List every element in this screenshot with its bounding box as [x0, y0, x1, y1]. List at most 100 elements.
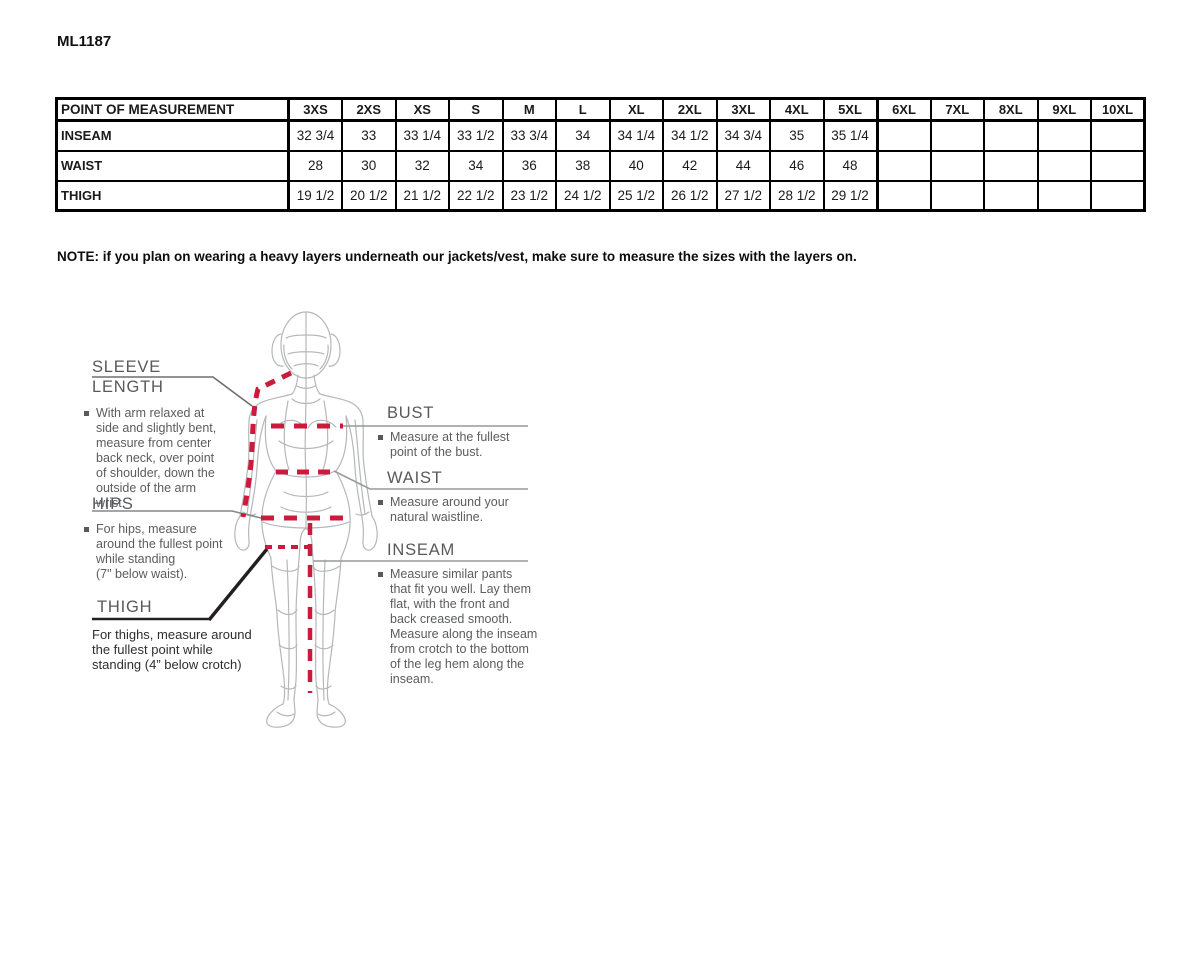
- measurement-cell: 46: [769, 149, 825, 182]
- measurement-dash-lines: [240, 370, 348, 693]
- measurement-cell: 25 1/2: [608, 179, 664, 212]
- inseam-text: Measure similar pants that fit you well.…: [390, 567, 538, 686]
- measurement-cell: 33: [341, 119, 397, 152]
- size-column-header: 4XL: [769, 97, 825, 122]
- hips-body: For hips, measure around the fullest poi…: [84, 522, 244, 582]
- sleeve-leader-line: [92, 376, 253, 407]
- sleeve-length-body: With arm relaxed at side and slightly be…: [84, 406, 234, 511]
- measurement-cell: [1090, 119, 1146, 152]
- table-body: INSEAM 32 3/4 33 33 1/4 33 1/2 33 3/4 34 34 1/4…: [55, 119, 1146, 212]
- bust-body: Measure at the fullest point of the bust…: [378, 430, 548, 460]
- measurement-cell: 28 1/2: [769, 179, 825, 212]
- measurement-cell: 23 1/2: [501, 179, 557, 212]
- row-label: WAIST: [55, 149, 290, 182]
- waist-body: Measure around your natural waistline.: [378, 495, 548, 525]
- measurement-cell: [876, 179, 932, 212]
- hips-leader-line: [92, 510, 262, 519]
- size-table: POINT OF MEASUREMENT 3XS 2XS XS S M L XL 2XL 3XL 4…: [55, 97, 1146, 212]
- measurement-cell: 36: [501, 149, 557, 182]
- size-table-container: POINT OF MEASUREMENT 3XS 2XS XS S M L XL 2XL 3XL 4…: [55, 97, 1146, 212]
- measurement-cell: [1090, 149, 1146, 182]
- size-column-header: L: [555, 97, 611, 122]
- measurement-cell: 20 1/2: [341, 179, 397, 212]
- thigh-body: For thighs, measure around the fullest p…: [92, 627, 262, 672]
- measurement-cell: 34 1/4: [608, 119, 664, 152]
- size-column-header: 2XL: [662, 97, 718, 122]
- measurement-cell: 32 3/4: [287, 119, 343, 152]
- size-column-header: 10XL: [1090, 97, 1146, 122]
- size-column-header: 7XL: [929, 97, 985, 122]
- measurement-cell: [1036, 149, 1092, 182]
- hips-section: HIPS For hips, measure around the fulles…: [84, 494, 244, 582]
- measurement-cell: [929, 119, 985, 152]
- measurement-cell: [1036, 119, 1092, 152]
- measurement-column-header: POINT OF MEASUREMENT: [55, 97, 290, 122]
- size-column-header: 9XL: [1036, 97, 1092, 122]
- table-row: THIGH 19 1/2 20 1/2 21 1/2 22 1/2 23 1/2 24 1/…: [55, 179, 1146, 212]
- measurement-cell: 44: [715, 149, 771, 182]
- measurement-cell: 33 1/2: [448, 119, 504, 152]
- size-column-header: 6XL: [876, 97, 932, 122]
- size-column-header: 3XS: [287, 97, 343, 122]
- table-row: INSEAM 32 3/4 33 33 1/4 33 1/2 33 3/4 34 34 1/4…: [55, 119, 1146, 152]
- measurement-cell: 22 1/2: [448, 179, 504, 212]
- measurement-cell: [1090, 179, 1146, 212]
- thigh-leader-line: [207, 547, 269, 622]
- hips-text: For hips, measure around the fullest poi…: [96, 522, 223, 581]
- waist-leader-line: [333, 470, 528, 490]
- sleeve-length-heading: SLEEVE LENGTH: [92, 358, 164, 396]
- table-head: POINT OF MEASUREMENT 3XS 2XS XS S M L XL 2XL 3XL 4…: [55, 97, 1146, 122]
- waist-section: WAIST Measure around your natural waistl…: [378, 468, 548, 525]
- bullet-icon: [84, 527, 89, 532]
- bullet-icon: [378, 435, 383, 440]
- bust-section: BUST Measure at the fullest point of the…: [378, 403, 548, 460]
- size-column-header: S: [448, 97, 504, 122]
- thigh-section: THIGH For thighs, measure around the ful…: [92, 597, 262, 672]
- measurement-cell: 21 1/2: [394, 179, 450, 212]
- table-row: WAIST 28 30 32 34 36 38 40 42 44 46 48: [55, 149, 1146, 182]
- thigh-text: For thighs, measure around the fullest p…: [92, 627, 252, 672]
- hips-heading: HIPS: [92, 495, 134, 513]
- table-header-row: POINT OF MEASUREMENT 3XS 2XS XS S M L XL 2XL 3XL 4…: [55, 97, 1146, 122]
- sleeve-length-section: SLEEVE LENGTH With arm relaxed at side a…: [84, 357, 234, 511]
- inseam-body: Measure similar pants that fit you well.…: [378, 567, 548, 687]
- measurement-cell: 34: [555, 119, 611, 152]
- measurement-cell: [876, 119, 932, 152]
- measurement-cell: 33 1/4: [394, 119, 450, 152]
- measurement-cell: 24 1/2: [555, 179, 611, 212]
- size-column-header: XL: [608, 97, 664, 122]
- size-column-header: 3XL: [715, 97, 771, 122]
- measurement-cell: [983, 179, 1039, 212]
- sleeve-dash-line: [240, 370, 293, 518]
- measurement-cell: 30: [341, 149, 397, 182]
- thigh-heading: THIGH: [97, 598, 153, 616]
- measurement-cell: [1036, 179, 1092, 212]
- measurement-cell: 32: [394, 149, 450, 182]
- sleeve-length-text: With arm relaxed at side and slightly be…: [96, 406, 217, 510]
- measurement-cell: 33 3/4: [501, 119, 557, 152]
- measurement-cell: 38: [555, 149, 611, 182]
- bust-text: Measure at the fullest point of the bust…: [390, 430, 510, 459]
- measurement-cell: [983, 119, 1039, 152]
- bust-heading: BUST: [387, 404, 435, 422]
- size-column-header: 5XL: [822, 97, 879, 122]
- bullet-icon: [378, 500, 383, 505]
- measurement-cell: 26 1/2: [662, 179, 718, 212]
- bullet-icon: [84, 411, 89, 416]
- measurement-cell: 34 3/4: [715, 119, 771, 152]
- row-label: INSEAM: [55, 119, 290, 152]
- measurement-cell: [929, 149, 985, 182]
- measurement-cell: [983, 149, 1039, 182]
- waist-text: Measure around your natural waistline.: [390, 495, 509, 524]
- waist-heading: WAIST: [387, 469, 443, 487]
- measurement-cell: 34: [448, 149, 504, 182]
- measurement-cell: 34 1/2: [662, 119, 718, 152]
- measurement-cell: [929, 179, 985, 212]
- measurement-cell: 35 1/4: [822, 119, 879, 152]
- measurement-cell: 28: [287, 149, 343, 182]
- measurement-cell: 19 1/2: [287, 179, 343, 212]
- row-label: THIGH: [55, 179, 290, 212]
- bullet-icon: [378, 572, 383, 577]
